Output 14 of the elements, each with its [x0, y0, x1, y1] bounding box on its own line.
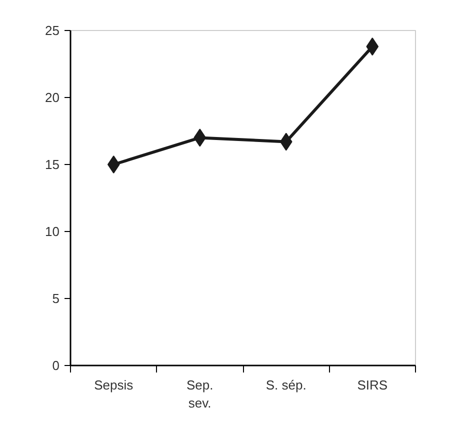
y-tick-label: 25: [45, 23, 60, 38]
x-tick-label: SIRS: [357, 378, 388, 392]
y-tick-label: 20: [45, 90, 60, 105]
y-tick-label: 0: [52, 358, 60, 373]
x-tick-label: S. sép.: [266, 378, 306, 392]
point: [194, 128, 206, 147]
y-tick-label: 10: [45, 224, 60, 239]
y-tick-label: 15: [45, 157, 60, 172]
x-tick-label: Sepsis: [94, 378, 134, 392]
point: [366, 38, 379, 56]
point: [107, 156, 120, 174]
point: [280, 132, 292, 151]
y-tick-label: 5: [52, 291, 60, 306]
x-tick-label: Sep. sev.: [186, 378, 214, 410]
